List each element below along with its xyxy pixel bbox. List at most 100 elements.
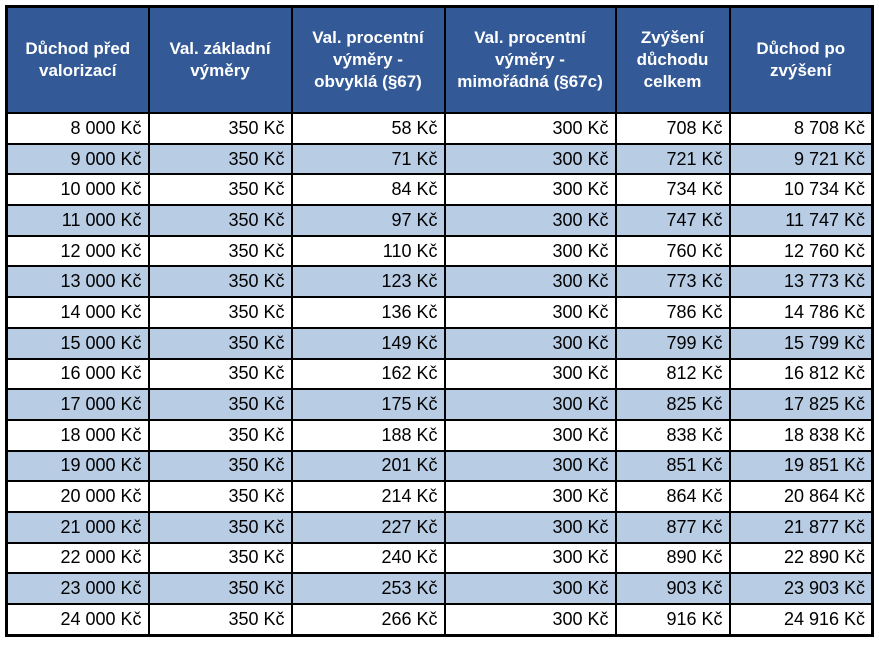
table-cell: 19 851 Kč [728,449,874,483]
table-cell: 71 Kč [290,142,446,176]
table-cell: 12 760 Kč [728,234,874,268]
table-cell: 18 838 Kč [728,418,874,452]
table-cell: 16 812 Kč [728,357,874,391]
table-cell: 15 000 Kč [5,326,150,360]
table-row: 16 000 Kč 350 Kč 162 Kč 300 Kč 812 Kč 16 812 … [5,357,874,391]
table-cell: 14 786 Kč [728,296,874,329]
table-cell: 188 Kč [290,418,446,452]
table-cell: 300 Kč [443,418,617,452]
table-cell: 11 747 Kč [728,204,874,237]
table-cell: 240 Kč [290,541,446,575]
table-cell: 15 799 Kč [728,326,874,360]
table-cell: 300 Kč [443,326,617,360]
table-cell: 16 000 Kč [5,357,150,391]
column-header: Val. procentní výměry - mimořádná (§67c) [443,5,617,114]
table-cell: 227 Kč [290,510,446,544]
table-cell: 350 Kč [147,388,293,421]
table-cell: 350 Kč [147,326,293,360]
table-row: 10 000 Kč 350 Kč 84 Kč 300 Kč 734 Kč 10 734 K… [5,173,874,207]
table-cell: 19 000 Kč [5,449,150,483]
table-cell: 162 Kč [290,357,446,391]
pension-table: Důchod před valorizací Val. základní výmě… [5,5,874,637]
table-cell: 708 Kč [614,112,731,145]
table-cell: 17 825 Kč [728,388,874,421]
table-cell: 300 Kč [443,204,617,237]
table-cell: 799 Kč [614,326,731,360]
table-cell: 58 Kč [290,112,446,145]
table-row: 15 000 Kč 350 Kč 149 Kč 300 Kč 799 Kč 15 799 … [5,326,874,360]
table-cell: 20 864 Kč [728,480,874,513]
table-cell: 22 890 Kč [728,541,874,575]
table-cell: 350 Kč [147,204,293,237]
table-row: 23 000 Kč 350 Kč 253 Kč 300 Kč 903 Kč 23 903 … [5,572,874,605]
table-cell: 350 Kč [147,357,293,391]
column-header: Důchod po zvýšení [728,5,874,114]
table-cell: 350 Kč [147,541,293,575]
table-cell: 773 Kč [614,265,731,299]
table-cell: 214 Kč [290,480,446,513]
table-row: 17 000 Kč 350 Kč 175 Kč 300 Kč 825 Kč 17 825 … [5,388,874,421]
table-body: 8 000 Kč 350 Kč 58 Kč 300 Kč 708 Kč 8 708 Kč 9… [5,112,874,637]
table-cell: 760 Kč [614,234,731,268]
table-cell: 300 Kč [443,173,617,207]
table-cell: 8 000 Kč [5,112,150,145]
table-row: 18 000 Kč 350 Kč 188 Kč 300 Kč 838 Kč 18 838 … [5,418,874,452]
table-cell: 300 Kč [443,541,617,575]
table-cell: 350 Kč [147,173,293,207]
table-row: 21 000 Kč 350 Kč 227 Kč 300 Kč 877 Kč 21 877 … [5,510,874,544]
table-cell: 916 Kč [614,602,731,637]
table-row: 12 000 Kč 350 Kč 110 Kč 300 Kč 760 Kč 12 760 … [5,234,874,268]
table-cell: 350 Kč [147,480,293,513]
table-cell: 123 Kč [290,265,446,299]
table-cell: 8 708 Kč [728,112,874,145]
table-cell: 175 Kč [290,388,446,421]
table-cell: 838 Kč [614,418,731,452]
table-cell: 300 Kč [443,234,617,268]
table-cell: 890 Kč [614,541,731,575]
column-header: Zvýšení důchodu celkem [614,5,731,114]
table-cell: 903 Kč [614,572,731,605]
column-header: Důchod před valorizací [5,5,150,114]
table-cell: 13 000 Kč [5,265,150,299]
table-cell: 149 Kč [290,326,446,360]
table-row: 11 000 Kč 350 Kč 97 Kč 300 Kč 747 Kč 11 747 K… [5,204,874,237]
table-cell: 21 877 Kč [728,510,874,544]
header-row: Důchod před valorizací Val. základní výmě… [5,5,874,114]
table-row: 8 000 Kč 350 Kč 58 Kč 300 Kč 708 Kč 8 708 Kč [5,112,874,145]
table-cell: 350 Kč [147,602,293,637]
table-cell: 18 000 Kč [5,418,150,452]
table-cell: 20 000 Kč [5,480,150,513]
table-cell: 350 Kč [147,265,293,299]
table-cell: 350 Kč [147,572,293,605]
table-cell: 786 Kč [614,296,731,329]
table-cell: 23 000 Kč [5,572,150,605]
table-row: 20 000 Kč 350 Kč 214 Kč 300 Kč 864 Kč 20 864 … [5,480,874,513]
column-header: Val. základní výměry [147,5,293,114]
table-cell: 300 Kč [443,112,617,145]
table-row: 9 000 Kč 350 Kč 71 Kč 300 Kč 721 Kč 9 721 Kč [5,142,874,176]
table-cell: 734 Kč [614,173,731,207]
table-cell: 97 Kč [290,204,446,237]
table-cell: 721 Kč [614,142,731,176]
table-cell: 300 Kč [443,602,617,637]
table-cell: 300 Kč [443,296,617,329]
table-cell: 300 Kč [443,449,617,483]
table-cell: 11 000 Kč [5,204,150,237]
table-cell: 300 Kč [443,265,617,299]
table-cell: 22 000 Kč [5,541,150,575]
table-cell: 84 Kč [290,173,446,207]
table-cell: 825 Kč [614,388,731,421]
table-cell: 17 000 Kč [5,388,150,421]
table-cell: 350 Kč [147,418,293,452]
table-cell: 9 000 Kč [5,142,150,176]
table-cell: 14 000 Kč [5,296,150,329]
table-row: 14 000 Kč 350 Kč 136 Kč 300 Kč 786 Kč 14 786 … [5,296,874,329]
column-header: Val. procentní výměry - obvyklá (§67) [290,5,446,114]
table-cell: 300 Kč [443,480,617,513]
table-cell: 21 000 Kč [5,510,150,544]
table-cell: 201 Kč [290,449,446,483]
table-cell: 812 Kč [614,357,731,391]
table-cell: 350 Kč [147,510,293,544]
table-cell: 350 Kč [147,296,293,329]
